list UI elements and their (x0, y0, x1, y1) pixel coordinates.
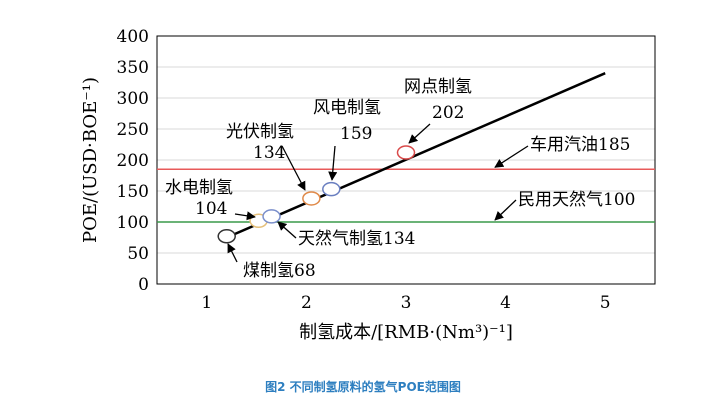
y-tick-label: 350 (117, 58, 149, 78)
annotation-arrow (227, 243, 238, 263)
annotation-arrow (494, 145, 529, 168)
point-value-label: 202 (432, 103, 464, 123)
point-value-label: 104 (195, 199, 227, 219)
annotation-arrow (494, 199, 517, 221)
point-value-label: 134 (253, 143, 285, 163)
x-tick-label: 5 (600, 293, 611, 313)
series-line (226, 72, 606, 239)
annotation-arrow (281, 145, 306, 191)
data-point (302, 191, 321, 206)
x-tick-label: 2 (301, 293, 312, 313)
point-label: 网点制氢 (404, 77, 472, 97)
y-tick-label: 0 (138, 275, 149, 295)
y-tick-label: 100 (117, 213, 149, 233)
reference-line-label: 车用汽油185 (530, 135, 630, 155)
figure-caption: 图2 不同制氢原料的氢气POE范围图 (265, 380, 461, 394)
point-label: 光伏制氢 (226, 122, 294, 142)
annotation-arrow (277, 221, 297, 239)
y-tick-label: 400 (117, 27, 149, 47)
y-tick-label: 50 (127, 244, 149, 264)
x-tick-label: 1 (201, 293, 212, 313)
data-point (217, 229, 236, 244)
data-point (396, 145, 416, 160)
point-label: 风电制氢 (313, 98, 381, 118)
point-label: 天然气制氢134 (298, 229, 415, 249)
x-tick-label: 4 (500, 293, 511, 313)
annotation-arrow (234, 211, 256, 221)
y-tick-label: 300 (117, 89, 149, 109)
x-axis-title: 制氢成本/[RMB·(Nm³)⁻¹] (299, 322, 513, 343)
plot-frame (156, 35, 656, 285)
data-point (262, 209, 281, 224)
y-tick-label: 150 (117, 182, 149, 202)
annotation-arrow (408, 123, 431, 144)
point-label: 水电制氢 (165, 178, 233, 198)
reference-line-label: 民用天然气100 (518, 190, 635, 210)
point-label: 煤制氢68 (243, 261, 316, 281)
point-value-label: 159 (340, 124, 372, 144)
data-point (322, 181, 341, 197)
x-tick-label: 3 (401, 293, 412, 313)
y-axis-title: POE/(USD·BOE⁻¹) (80, 77, 101, 243)
y-tick-label: 250 (117, 120, 149, 140)
y-tick-label: 200 (117, 151, 149, 171)
annotation-arrow (328, 145, 338, 181)
